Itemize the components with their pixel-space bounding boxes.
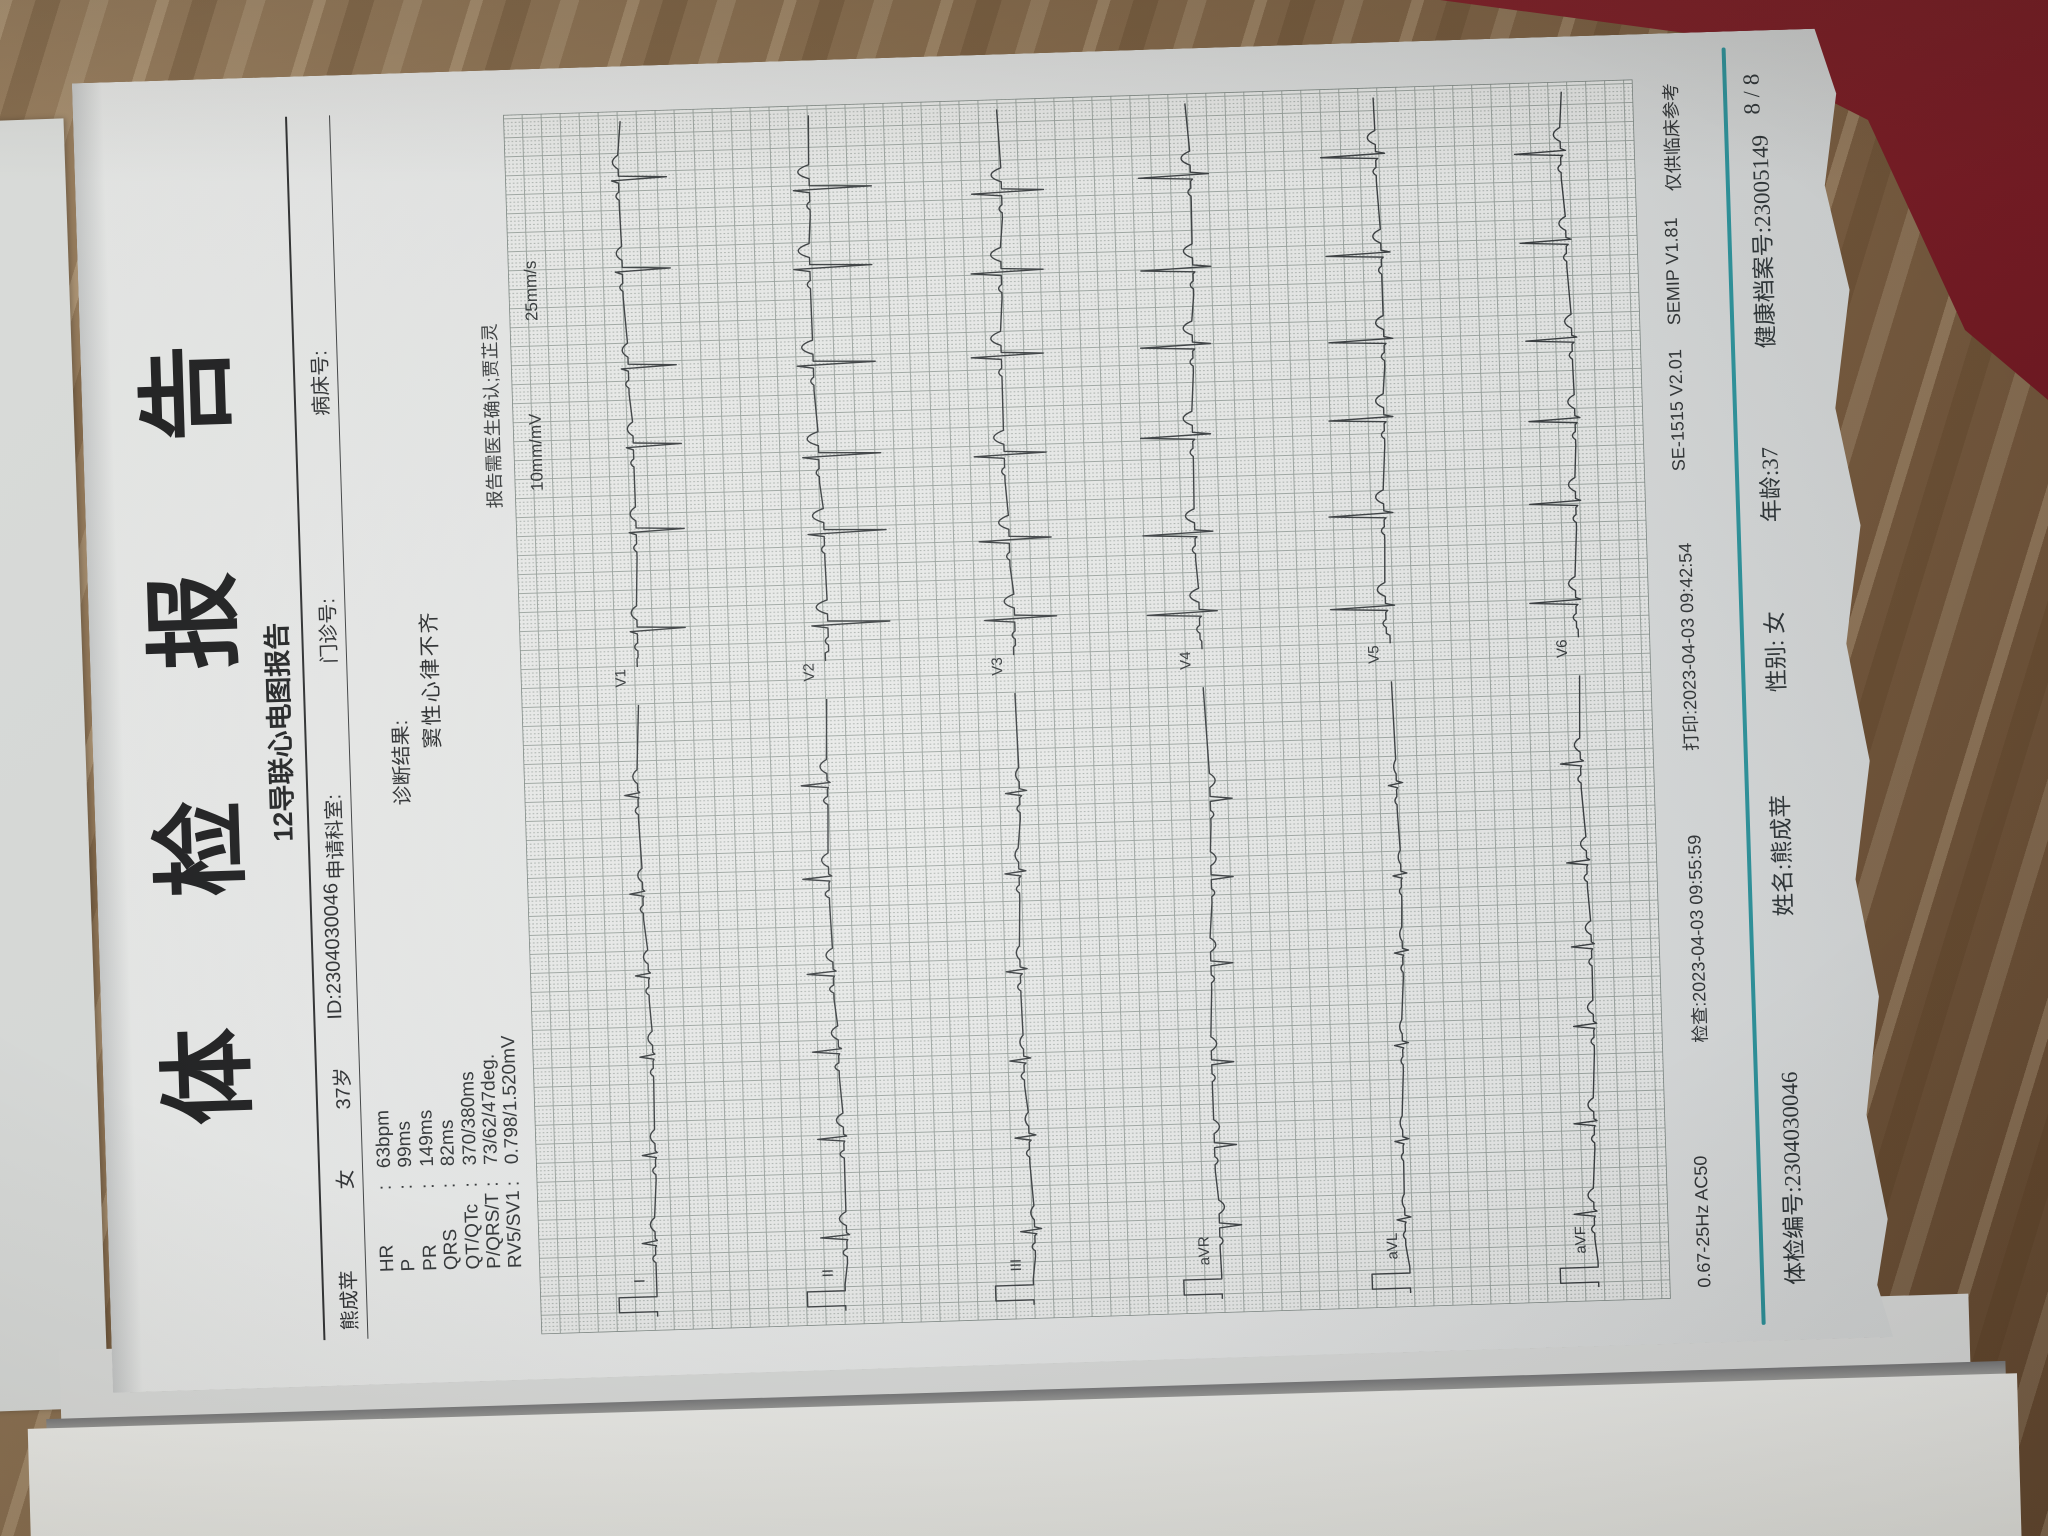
- ecg-lead-label-V5: V5: [1365, 645, 1383, 664]
- report-page: 体 检 报 告 12导联心电图报告 熊成苹 女 37岁 ID:230403004…: [72, 27, 1902, 1393]
- outpatient-label: 门诊号:: [317, 597, 342, 664]
- ecg-lead-label-V3: V3: [989, 657, 1007, 676]
- ecg-lead-label-II: II: [820, 1269, 837, 1278]
- patient-id: ID:2304030046: [320, 882, 347, 1020]
- ecg-trace-III: [977, 693, 1044, 1306]
- ecg-lead-label-aVR: aVR: [1195, 1236, 1213, 1266]
- ecg-trace-II: [789, 699, 852, 1312]
- ecg-trace-aVF: [1542, 675, 1606, 1288]
- ecg-lead-label-I: I: [631, 1279, 648, 1284]
- diagnosis-value: 窦性心律不齐: [417, 610, 445, 749]
- footer-age: 年龄:37: [1757, 446, 1785, 523]
- ecg-lead-label-aVF: aVF: [1572, 1226, 1590, 1254]
- ecg-trace-aVL: [1353, 681, 1420, 1294]
- patient-sex: 女: [335, 1169, 358, 1190]
- ecg-lead-label-III: III: [1008, 1259, 1025, 1272]
- ecg-grid-chart: I II III aVR aVL aVF V1 V2 V3 V4 V5 V6: [503, 79, 1671, 1334]
- ecg-grid-border: [503, 79, 1671, 1334]
- exam-timestamp: 检查:2023-04-03 09:55:59: [1684, 834, 1711, 1044]
- diagnosis-label: 诊断结果:: [390, 719, 415, 806]
- ecg-lead-label-V2: V2: [801, 663, 819, 682]
- measurement-list: HR:63bpm P:99ms PR:149ms QRS:82ms QT/QTc…: [370, 1035, 527, 1272]
- patient-age: 37岁: [331, 1066, 356, 1110]
- device-version: SE-1515 V2.01: [1665, 348, 1689, 472]
- ecg-lead-label-V4: V4: [1177, 651, 1195, 670]
- patient-name: 熊成苹: [338, 1269, 363, 1331]
- footer-name: 姓名:熊成苹: [1768, 794, 1797, 917]
- speed-label: 25mm/s: [520, 260, 542, 322]
- ecg-trace-V3: [963, 108, 1058, 656]
- print-timestamp: 打印:2023-04-03 09:42:54: [1675, 542, 1702, 752]
- doctor-confirm-note: 报告需医生确认;贾芷灵: [479, 323, 506, 509]
- footer-record-no: 健康档案号:23005149: [1747, 134, 1780, 349]
- ecg-trace-V1: [610, 120, 689, 668]
- ecg-lead-label-V6: V6: [1554, 639, 1572, 658]
- ecg-trace-I: [600, 705, 663, 1318]
- footer-exam-no: 体检编号:2304030046: [1776, 1071, 1809, 1286]
- ecg-trace-V6: [1513, 91, 1587, 639]
- filter-setting: 0.67-25Hz AC50: [1690, 1155, 1715, 1289]
- ecg-lead-label-aVL: aVL: [1384, 1233, 1402, 1260]
- dept-label: 申请科室:: [323, 793, 348, 880]
- ecg-trace-V5: [1315, 97, 1403, 645]
- ecg-grid-pattern: [503, 79, 1671, 1334]
- clinical-reference-note: 仅供临床参考: [1660, 82, 1685, 192]
- ecg-lead-label-V1: V1: [612, 669, 630, 688]
- software-version: SEMIP V1.81: [1660, 217, 1685, 326]
- gain-label: 10mm/mV: [525, 413, 547, 492]
- bed-label: 病床号:: [309, 349, 334, 417]
- ecg-trace-V2: [789, 113, 891, 661]
- footer-sex: 性别: 女: [1762, 610, 1790, 693]
- ecg-trace-V4: [1129, 103, 1223, 651]
- footer-page-number: 8 / 8: [1738, 73, 1765, 116]
- ecg-trace-aVR: [1165, 686, 1248, 1300]
- patient-divider-line: [329, 115, 368, 1338]
